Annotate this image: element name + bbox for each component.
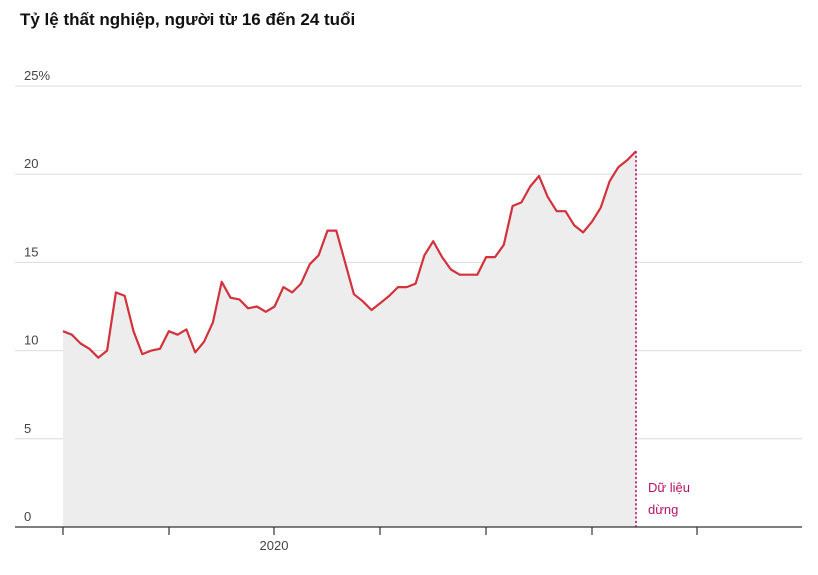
data-point <box>405 285 409 289</box>
annotation-line-1: Dữ liệu <box>648 480 690 495</box>
series-area <box>63 151 636 528</box>
y-tick-label: 15 <box>24 244 38 259</box>
data-point <box>396 285 400 289</box>
data-point <box>167 329 171 333</box>
data-point <box>325 229 329 233</box>
data-point <box>308 262 312 266</box>
data-point <box>149 349 153 353</box>
data-point <box>61 329 65 333</box>
data-point <box>87 347 91 351</box>
chart-title: Tỷ lệ thất nghiệp, người từ 16 đến 24 tu… <box>20 10 356 29</box>
data-point <box>555 209 559 213</box>
x-tick-label: 2020 <box>260 538 289 553</box>
y-tick-label: 25% <box>24 68 50 83</box>
data-point <box>599 206 603 210</box>
data-point <box>608 179 612 183</box>
data-point <box>246 306 250 310</box>
data-point <box>211 320 215 324</box>
data-point <box>273 305 277 309</box>
data-point <box>528 185 532 189</box>
data-point <box>378 301 382 305</box>
data-point <box>158 347 162 351</box>
data-point <box>352 292 356 296</box>
annotation-line-2: dừng <box>648 502 678 517</box>
data-point <box>625 158 629 162</box>
data-point <box>184 327 188 331</box>
data-point <box>193 350 197 354</box>
data-point <box>140 352 144 356</box>
data-point <box>581 230 585 234</box>
y-tick-label: 0 <box>24 509 31 524</box>
data-point <box>317 253 321 257</box>
data-point <box>176 333 180 337</box>
data-point <box>431 239 435 243</box>
data-point <box>546 195 550 199</box>
data-point <box>387 294 391 298</box>
data-point <box>467 273 471 277</box>
data-point <box>458 273 462 277</box>
data-point <box>132 329 136 333</box>
data-point <box>511 204 515 208</box>
data-point <box>105 349 109 353</box>
data-point <box>123 294 127 298</box>
data-point <box>414 282 418 286</box>
data-point <box>237 297 241 301</box>
data-point <box>96 356 100 360</box>
data-point <box>361 299 365 303</box>
data-point <box>484 255 488 259</box>
data-point <box>519 200 523 204</box>
data-point <box>281 285 285 289</box>
data-point <box>537 174 541 178</box>
data-point <box>334 229 338 233</box>
data-point <box>440 255 444 259</box>
data-point <box>220 280 224 284</box>
data-point <box>493 255 497 259</box>
y-tick-label: 5 <box>24 421 31 436</box>
y-tick-label: 20 <box>24 156 38 171</box>
data-point <box>70 333 74 337</box>
data-point <box>202 340 206 344</box>
data-point <box>449 267 453 271</box>
data-point <box>343 260 347 264</box>
data-point <box>475 273 479 277</box>
data-point <box>422 253 426 257</box>
data-point <box>255 305 259 309</box>
data-point <box>299 282 303 286</box>
data-point <box>228 296 232 300</box>
data-point <box>563 209 567 213</box>
data-point <box>264 310 268 314</box>
data-point <box>79 342 83 346</box>
y-tick-label: 10 <box>24 333 38 348</box>
data-point <box>502 243 506 247</box>
data-point <box>114 290 118 294</box>
data-point <box>590 220 594 224</box>
data-point <box>572 223 576 227</box>
data-point <box>370 308 374 312</box>
series-line <box>62 150 637 359</box>
data-point <box>616 165 620 169</box>
data-point <box>290 290 294 294</box>
